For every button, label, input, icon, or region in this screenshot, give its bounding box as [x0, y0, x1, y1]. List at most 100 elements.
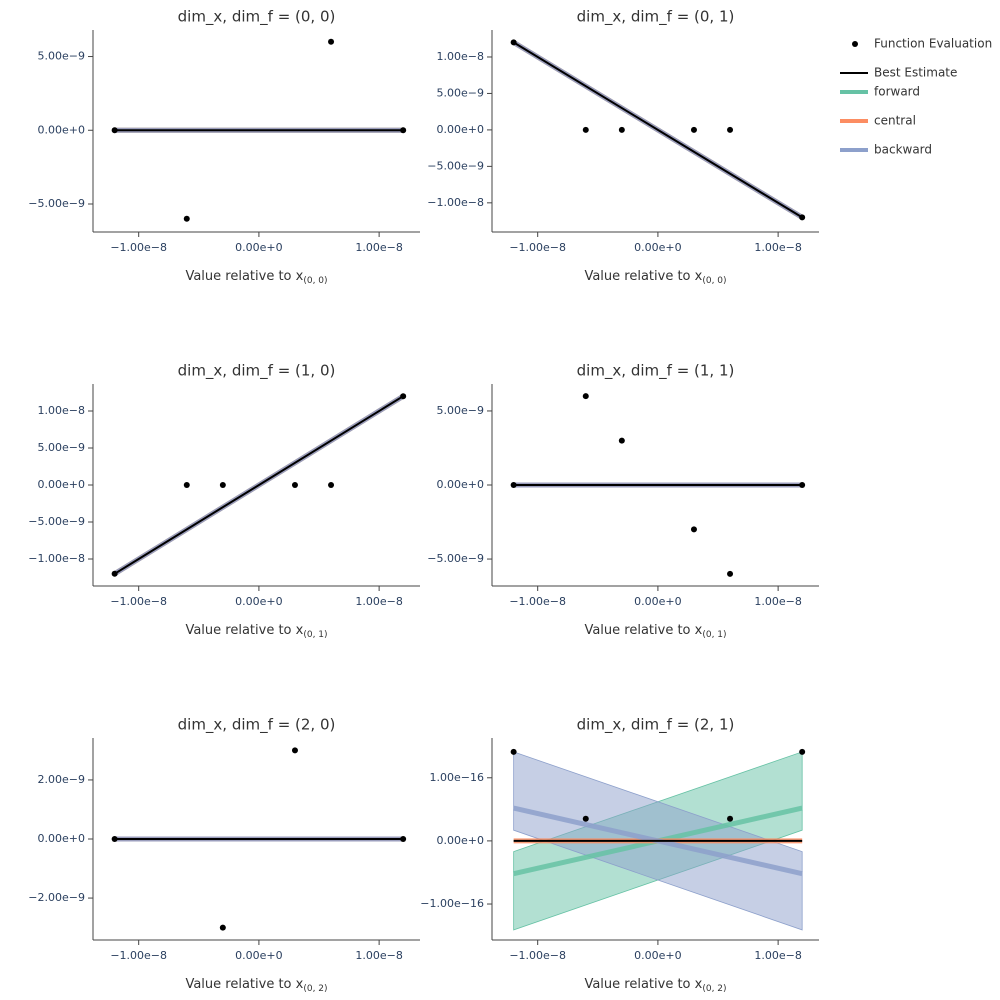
function-evaluation	[582, 815, 589, 822]
y-tick-label: 0.00e+0	[38, 478, 85, 491]
x-axis-label-text: Value relative to x	[584, 623, 702, 638]
y-tick-label: −5.00e−9	[427, 552, 484, 565]
x-axis-label-subscript: (0, 1)	[303, 630, 327, 640]
best-estimate-line	[114, 395, 404, 575]
y-tick-label: 1.00e−16	[430, 771, 484, 784]
function-evaluation	[219, 482, 226, 488]
legend-label: forward	[874, 85, 920, 99]
function-evaluation	[183, 215, 190, 222]
y-tick-label: −1.00e−8	[427, 196, 484, 209]
function-evaluation	[111, 836, 118, 842]
x-tick-label: 0.00e+0	[634, 595, 681, 608]
subplot-title: dim_x, dim_f = (2, 0)	[178, 716, 336, 735]
x-axis-label: Value relative to x(0, 0)	[185, 269, 327, 286]
x-tick-label: 1.00e−8	[754, 949, 801, 962]
y-tick-label: 1.00e−8	[437, 50, 484, 63]
y-tick-label: 0.00e+0	[38, 832, 85, 845]
function-evaluation	[582, 393, 589, 400]
y-tick-label: 0.00e+0	[38, 123, 85, 136]
y-tick-label: 1.00e−8	[38, 404, 85, 417]
function-evaluation	[582, 126, 589, 133]
x-axis-label-text: Value relative to x	[185, 977, 303, 992]
function-evaluation	[799, 482, 806, 488]
x-axis-label: Value relative to x(0, 1)	[185, 623, 327, 640]
function-evaluation	[510, 482, 517, 488]
y-tick-label: −1.00e−8	[28, 552, 85, 565]
legend-label: Best Estimate	[874, 66, 957, 80]
y-tick-label: −5.00e−9	[28, 515, 85, 528]
x-axis-label-subscript: (0, 2)	[702, 984, 726, 994]
subplot-title: dim_x, dim_f = (1, 0)	[178, 362, 336, 381]
x-tick-label: 1.00e−8	[754, 595, 801, 608]
best-estimate-line	[513, 41, 803, 219]
x-tick-label: −1.00e−8	[110, 241, 167, 254]
x-axis-label: Value relative to x(0, 0)	[584, 269, 726, 286]
function-evaluation	[618, 437, 625, 444]
y-tick-label: 5.00e−9	[38, 441, 85, 454]
y-tick-label: −5.00e−9	[28, 197, 85, 210]
function-evaluation	[727, 570, 734, 577]
function-evaluation	[400, 393, 407, 400]
legend-label: central	[874, 114, 916, 128]
function-evaluation	[400, 127, 407, 134]
x-axis-label-subscript: (0, 2)	[303, 984, 327, 994]
function-evaluation	[690, 126, 697, 133]
subplot-title: dim_x, dim_f = (0, 0)	[178, 8, 336, 27]
x-axis-label-subscript: (0, 1)	[702, 630, 726, 640]
subplot-title: dim_x, dim_f = (1, 1)	[577, 362, 735, 381]
x-axis-label-subscript: (0, 0)	[702, 276, 726, 286]
x-tick-label: −1.00e−8	[110, 949, 167, 962]
x-tick-label: −1.00e−8	[509, 949, 566, 962]
function-evaluation	[690, 526, 697, 533]
x-axis-label: Value relative to x(0, 2)	[584, 977, 726, 994]
legend-label: Function Evaluation	[874, 37, 992, 51]
x-tick-label: 1.00e−8	[355, 949, 402, 962]
x-axis-label-text: Value relative to x	[584, 269, 702, 284]
legend-symbol	[852, 41, 858, 47]
x-tick-label: −1.00e−8	[110, 595, 167, 608]
x-axis-label: Value relative to x(0, 2)	[185, 977, 327, 994]
y-tick-label: −1.00e−16	[420, 897, 484, 910]
x-tick-label: 0.00e+0	[235, 241, 282, 254]
y-tick-label: 0.00e+0	[437, 834, 484, 847]
x-tick-label: 0.00e+0	[634, 241, 681, 254]
x-tick-label: 0.00e+0	[634, 949, 681, 962]
x-tick-label: 1.00e−8	[355, 595, 402, 608]
function-evaluation	[111, 127, 118, 134]
y-tick-label: 5.00e−9	[437, 86, 484, 99]
function-evaluation	[291, 482, 298, 488]
function-evaluation	[618, 126, 625, 133]
function-evaluation	[111, 570, 118, 577]
subplot-title: dim_x, dim_f = (2, 1)	[577, 716, 735, 735]
function-evaluation	[799, 214, 806, 221]
function-evaluation	[799, 748, 806, 755]
y-tick-label: 0.00e+0	[437, 123, 484, 136]
x-axis-label-subscript: (0, 0)	[303, 276, 327, 286]
x-axis-label-text: Value relative to x	[584, 977, 702, 992]
x-axis-label-text: Value relative to x	[185, 269, 303, 284]
x-tick-label: 1.00e−8	[754, 241, 801, 254]
function-evaluation	[510, 748, 517, 755]
x-axis-label-text: Value relative to x	[185, 623, 303, 638]
function-evaluation	[727, 815, 734, 822]
y-tick-label: 5.00e−9	[38, 50, 85, 63]
function-evaluation	[291, 747, 298, 754]
y-tick-label: 5.00e−9	[437, 404, 484, 417]
function-evaluation	[328, 482, 335, 488]
x-tick-label: −1.00e−8	[509, 595, 566, 608]
legend-label: backward	[874, 143, 932, 157]
function-evaluation	[400, 836, 407, 842]
function-evaluation	[510, 39, 517, 46]
function-evaluation	[727, 126, 734, 133]
y-tick-label: 0.00e+0	[437, 478, 484, 491]
x-axis-label: Value relative to x(0, 1)	[584, 623, 726, 640]
x-tick-label: 1.00e−8	[355, 241, 402, 254]
x-tick-label: −1.00e−8	[509, 241, 566, 254]
x-tick-label: 0.00e+0	[235, 949, 282, 962]
function-evaluation	[183, 482, 190, 488]
y-tick-label: −2.00e−9	[28, 891, 85, 904]
function-evaluation	[219, 924, 226, 931]
subplot-title: dim_x, dim_f = (0, 1)	[577, 8, 735, 27]
y-tick-label: −5.00e−9	[427, 159, 484, 172]
